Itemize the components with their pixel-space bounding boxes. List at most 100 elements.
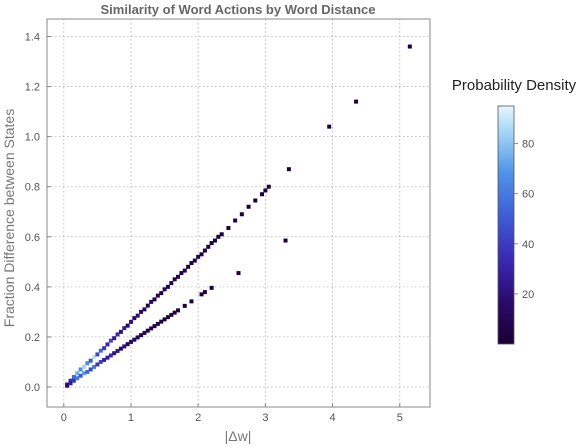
density-cell bbox=[102, 346, 107, 351]
density-cell bbox=[85, 369, 90, 374]
density-cell bbox=[105, 355, 110, 360]
density-cell bbox=[263, 188, 268, 193]
density-cell bbox=[68, 381, 73, 386]
density-cell bbox=[128, 339, 133, 344]
density-cell bbox=[95, 362, 100, 367]
x-tick-label: 3 bbox=[262, 412, 268, 424]
density-cell bbox=[253, 198, 258, 203]
density-cell bbox=[182, 303, 187, 308]
density-cell bbox=[354, 99, 359, 104]
density-cell bbox=[81, 364, 86, 369]
density-cell bbox=[155, 321, 160, 326]
density-cell bbox=[236, 271, 241, 276]
density-cell bbox=[112, 336, 117, 341]
y-axis-label: Fraction Difference between States bbox=[1, 109, 17, 327]
density-cell bbox=[283, 238, 288, 243]
density-cell bbox=[176, 308, 181, 313]
density-cell bbox=[85, 361, 90, 366]
y-tick-label: 0.0 bbox=[25, 382, 40, 394]
plot-frame bbox=[46, 18, 431, 408]
density-cell bbox=[149, 326, 154, 331]
density-cell bbox=[159, 291, 164, 296]
y-tick-label: 1.2 bbox=[25, 82, 40, 94]
density-cell bbox=[71, 374, 76, 379]
density-cell bbox=[108, 353, 113, 358]
y-tick-label: 0.4 bbox=[25, 282, 40, 294]
density-cell bbox=[286, 167, 291, 172]
density-cell bbox=[118, 329, 123, 334]
density-cell bbox=[112, 351, 117, 356]
y-tick-label: 1.4 bbox=[25, 32, 40, 44]
x-axis-label: |Δw| bbox=[225, 428, 252, 444]
density-cell bbox=[155, 293, 160, 298]
density-cell bbox=[209, 241, 214, 246]
density-cell bbox=[239, 212, 244, 217]
density-cell bbox=[98, 359, 103, 364]
density-cell bbox=[152, 324, 157, 329]
y-tick-label: 0.8 bbox=[25, 182, 40, 194]
density-cell bbox=[115, 348, 120, 353]
legend-tick-label: 40 bbox=[522, 239, 534, 251]
density-cell bbox=[75, 376, 80, 381]
density-cell bbox=[98, 348, 103, 353]
density-cell bbox=[162, 317, 167, 322]
density-cell bbox=[142, 307, 147, 312]
density-cell bbox=[327, 124, 332, 129]
density-cell bbox=[102, 357, 107, 362]
y-tick-label: 0.2 bbox=[25, 332, 40, 344]
density-cells bbox=[65, 44, 412, 388]
density-cell bbox=[105, 342, 110, 347]
legend-tick-label: 60 bbox=[522, 189, 534, 201]
density-cell bbox=[68, 378, 73, 383]
density-cell bbox=[139, 333, 144, 338]
legend-tick-label: 20 bbox=[522, 289, 534, 301]
density-cell bbox=[81, 371, 86, 376]
density-cell bbox=[122, 326, 127, 331]
density-cell bbox=[192, 258, 197, 263]
density-cell bbox=[407, 44, 412, 49]
density-cell bbox=[135, 313, 140, 318]
x-tick-label: 4 bbox=[330, 412, 336, 424]
density-cell bbox=[159, 319, 164, 324]
density-cell bbox=[189, 299, 194, 304]
density-cell bbox=[186, 264, 191, 269]
density-cell bbox=[78, 373, 83, 378]
density-cell bbox=[199, 292, 204, 297]
density-cell bbox=[115, 332, 120, 337]
density-cell bbox=[145, 328, 150, 333]
density-cell bbox=[88, 367, 93, 372]
density-cell bbox=[165, 315, 170, 320]
density-cell bbox=[145, 303, 150, 308]
density-cell bbox=[182, 268, 187, 273]
density-cell bbox=[108, 338, 113, 343]
legend-colorbar bbox=[497, 105, 515, 345]
density-cell bbox=[206, 244, 211, 249]
density-cell bbox=[172, 310, 177, 315]
density-cell bbox=[246, 204, 251, 209]
density-cell bbox=[122, 344, 127, 349]
density-cell bbox=[219, 232, 224, 237]
density-cell bbox=[176, 274, 181, 279]
axis-ticks: 0 1 2 3 4 5 0.0 0.2 0.4 0.6 0.8 1.0 1.2 1.4 bbox=[25, 32, 403, 424]
y-tick-label: 1.0 bbox=[25, 132, 40, 144]
density-cell bbox=[75, 371, 80, 376]
density-cell bbox=[189, 261, 194, 266]
density-cell bbox=[88, 358, 93, 363]
x-tick-label: 1 bbox=[128, 412, 134, 424]
x-tick-label: 0 bbox=[61, 412, 67, 424]
density-cell bbox=[135, 335, 140, 340]
density-cell bbox=[92, 364, 97, 369]
density-cell bbox=[169, 312, 174, 317]
x-tick-label: 2 bbox=[195, 412, 201, 424]
density-cell bbox=[169, 281, 174, 286]
density-cell bbox=[199, 252, 204, 257]
density-cell bbox=[132, 316, 137, 321]
density-cell bbox=[139, 309, 144, 314]
density-cell bbox=[179, 271, 184, 276]
density-cell bbox=[149, 299, 154, 304]
density-cell bbox=[125, 323, 130, 328]
legend-tick-label: 80 bbox=[522, 139, 534, 151]
density-cell bbox=[216, 234, 221, 239]
y-tick-label: 0.6 bbox=[25, 232, 40, 244]
